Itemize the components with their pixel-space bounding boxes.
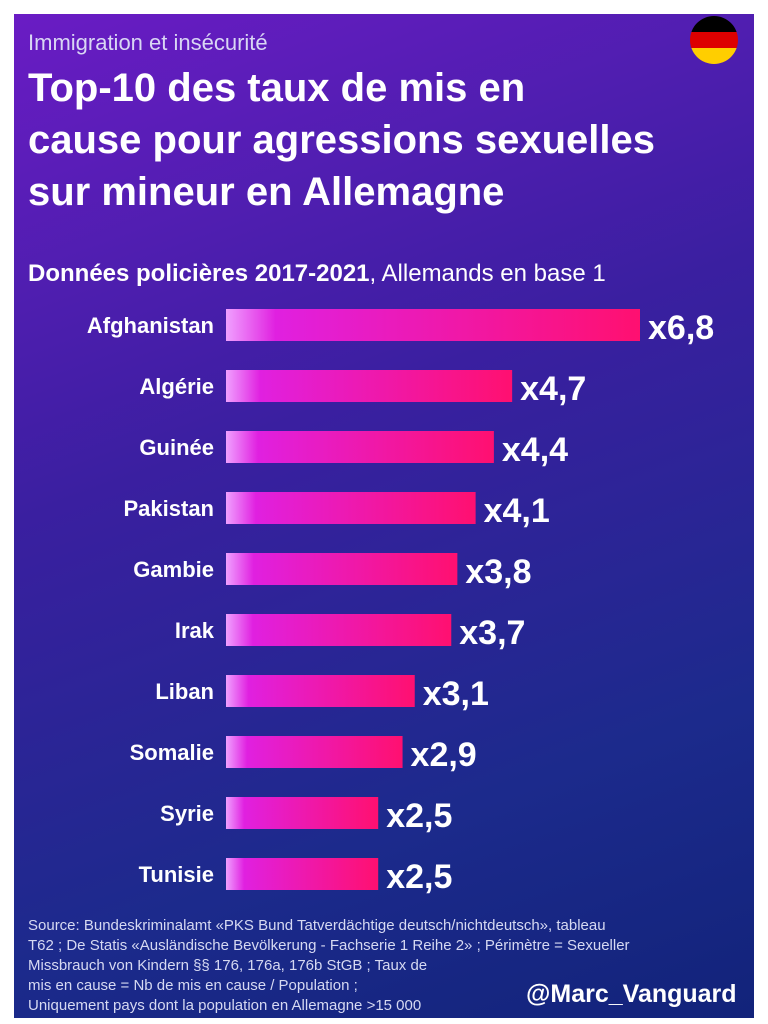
value-label: x4,1 xyxy=(484,492,550,530)
bar xyxy=(226,431,494,463)
page-title: Top-10 des taux de mis en cause pour agr… xyxy=(28,62,748,218)
category-label: Afghanistan xyxy=(87,313,214,338)
infographic-card: Immigration et insécurité Top-10 des tau… xyxy=(14,14,754,1018)
bar xyxy=(226,492,476,524)
value-label: x3,1 xyxy=(423,675,489,713)
value-label: x2,9 xyxy=(411,736,477,774)
title-line: Top-10 des taux de mis en xyxy=(28,66,526,110)
flag-stripe-black xyxy=(690,16,738,32)
footnote-line: T62 ; De Statis «Ausländische Bevölkerun… xyxy=(28,937,630,954)
data-description-rest: , Allemands en base 1 xyxy=(369,260,606,287)
footnote: Source: Bundeskriminalamt «PKS Bund Tatv… xyxy=(28,916,728,1016)
footnote-line: Uniquement pays dont la population en Al… xyxy=(28,997,422,1014)
value-label: x3,7 xyxy=(459,614,525,652)
data-description: Données policières 2017-2021, Allemands … xyxy=(28,260,606,288)
footnote-line: Source: Bundeskriminalamt «PKS Bund Tatv… xyxy=(28,917,606,934)
bar xyxy=(226,553,458,585)
bar xyxy=(226,858,379,890)
category-label: Irak xyxy=(175,618,215,643)
category-label: Tunisie xyxy=(139,862,214,887)
category-label: Pakistan xyxy=(124,496,215,521)
germany-flag-icon xyxy=(690,16,738,64)
value-label: x4,7 xyxy=(520,370,586,408)
value-label: x6,8 xyxy=(648,309,714,347)
title-line: sur mineur en Allemagne xyxy=(28,170,505,214)
category-label: Gambie xyxy=(133,557,214,582)
value-label: x4,4 xyxy=(502,431,568,469)
bar xyxy=(226,797,379,829)
category-label: Guinée xyxy=(139,435,214,460)
bar xyxy=(226,675,415,707)
value-label: x2,5 xyxy=(386,858,452,896)
bar xyxy=(226,614,452,646)
title-line: cause pour agressions sexuelles xyxy=(28,118,655,162)
value-label: x2,5 xyxy=(386,797,452,835)
footnote-line: mis en cause = Nb de mis en cause / Popu… xyxy=(28,977,358,994)
footnote-line: Missbrauch von Kindern §§ 176, 176a, 176… xyxy=(28,957,428,974)
category-label: Somalie xyxy=(130,740,214,765)
author-handle: @Marc_Vanguard xyxy=(526,980,737,1008)
bar xyxy=(226,370,513,402)
flag-stripe-gold xyxy=(690,48,738,64)
bar-chart: Afghanistan x6,8 Algérie x4,7 Guinée x4,4 Paki… xyxy=(87,309,714,896)
flag-stripe-red xyxy=(690,32,738,48)
category-label: Syrie xyxy=(160,801,214,826)
category-label: Algérie xyxy=(139,374,214,399)
bar xyxy=(226,309,640,341)
data-description-bold: Données policières 2017-2021 xyxy=(28,260,370,287)
value-label: x3,8 xyxy=(465,553,531,591)
bar xyxy=(226,736,403,768)
category-label: Liban xyxy=(155,679,214,704)
subtitle: Immigration et insécurité xyxy=(28,30,268,55)
